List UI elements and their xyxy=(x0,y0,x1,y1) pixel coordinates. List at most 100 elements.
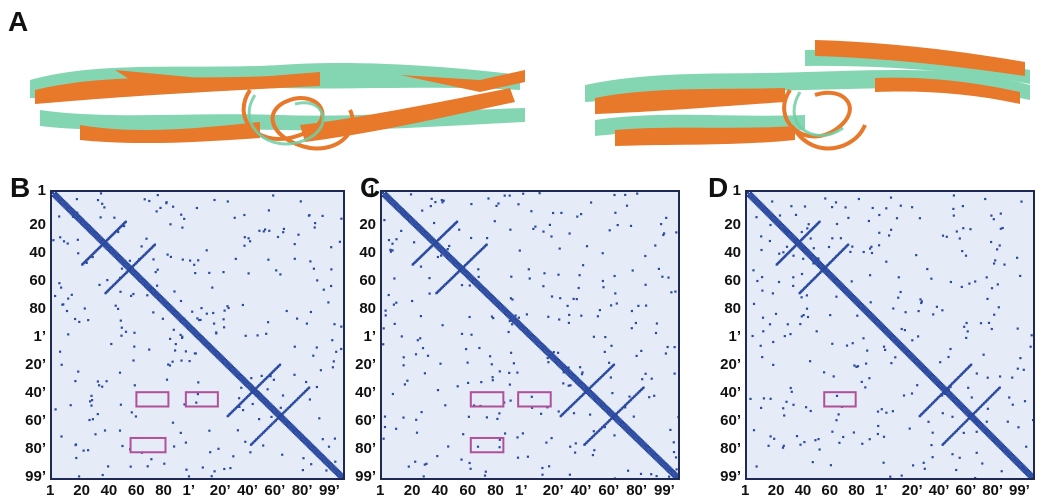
diagonal-contact xyxy=(202,339,205,342)
strand-contact xyxy=(819,271,822,274)
diagonal-contact xyxy=(668,465,671,468)
diagonal-contact xyxy=(768,210,771,213)
contact-point xyxy=(101,385,104,388)
diagonal-contact xyxy=(112,248,115,251)
contact-point xyxy=(383,415,387,418)
diagonal-contact xyxy=(997,439,1000,442)
diagonal-contact xyxy=(403,212,406,215)
diagonal-contact xyxy=(836,284,839,287)
strand-contact xyxy=(278,415,281,418)
contact-point xyxy=(243,236,246,239)
strand-contact xyxy=(447,228,450,231)
contact-point xyxy=(760,235,763,238)
diagonal-contact xyxy=(287,426,290,429)
diagonal-contact xyxy=(297,430,300,433)
diagonal-contact xyxy=(311,447,314,450)
diagonal-contact xyxy=(306,445,310,448)
diagonal-contact xyxy=(576,382,579,385)
contact-point xyxy=(805,294,808,297)
contact-point xyxy=(672,441,675,444)
diagonal-contact xyxy=(820,268,823,271)
diagonal-contact xyxy=(976,424,980,428)
y-tick-label: 60 xyxy=(724,272,741,289)
diagonal-contact xyxy=(436,244,439,247)
diagonal-contact xyxy=(895,343,898,346)
strand-contact xyxy=(85,259,88,262)
strand-contact xyxy=(580,394,584,397)
contact-point xyxy=(498,370,501,373)
diagonal-contact xyxy=(239,379,242,382)
diagonal-contact xyxy=(796,241,799,244)
diagonal-contact xyxy=(782,230,785,233)
contact-point xyxy=(67,297,70,300)
diagonal-contact xyxy=(553,360,556,364)
diagonal-contact xyxy=(952,397,956,401)
diagonal-contact xyxy=(653,451,656,454)
diagonal-contact xyxy=(940,385,943,388)
diagonal-contact xyxy=(979,421,983,425)
contact-point xyxy=(470,203,473,206)
diagonal-contact xyxy=(256,396,260,399)
contact-point xyxy=(628,395,631,398)
strand-contact xyxy=(622,405,625,409)
diagonal-contact xyxy=(469,276,472,279)
strand-contact xyxy=(975,409,978,412)
contact-point xyxy=(800,315,803,318)
contact-point xyxy=(774,312,778,315)
diagonal-contact xyxy=(392,202,395,205)
diagonal-contact xyxy=(150,292,154,295)
contact-point xyxy=(496,417,499,420)
diagonal-contact xyxy=(811,256,814,259)
diagonal-contact xyxy=(630,428,633,431)
diagonal-contact xyxy=(56,193,59,196)
diagonal-contact xyxy=(579,383,582,386)
diagonal-contact xyxy=(578,384,581,388)
diagonal-contact xyxy=(83,225,86,229)
diagonal-contact xyxy=(803,248,806,251)
contact-point xyxy=(442,199,445,202)
diagonal-contact xyxy=(88,227,91,230)
diagonal-contact xyxy=(849,291,852,294)
contact-point xyxy=(511,298,514,301)
diagonal-contact xyxy=(878,320,881,323)
contact-point xyxy=(391,249,394,252)
contact-point xyxy=(949,386,952,389)
diagonal-contact xyxy=(190,324,193,327)
contact-point xyxy=(470,333,473,336)
diagonal-contact xyxy=(528,333,531,337)
diagonal-contact xyxy=(663,460,666,463)
diagonal-contact xyxy=(623,421,626,425)
strand-contact xyxy=(104,240,107,243)
diagonal-contact xyxy=(654,458,657,461)
diagonal-contact xyxy=(464,275,468,278)
diagonal-contact xyxy=(520,325,523,328)
contact-point xyxy=(540,412,543,415)
diagonal-contact xyxy=(171,312,175,315)
contact-point xyxy=(541,466,544,470)
diagonal-contact xyxy=(430,235,433,238)
strand-contact xyxy=(433,242,436,245)
diagonal-contact xyxy=(623,425,626,428)
contact-point xyxy=(975,372,978,375)
diagonal-contact xyxy=(950,398,953,401)
contact-point xyxy=(74,380,77,383)
diagonal-contact xyxy=(184,319,187,322)
contact-point xyxy=(792,403,795,406)
diagonal-contact xyxy=(247,387,250,390)
diagonal-contact xyxy=(934,382,937,385)
diagonal-contact xyxy=(199,337,202,340)
contact-point xyxy=(990,327,993,331)
contact-point xyxy=(340,347,343,351)
diagonal-contact xyxy=(771,219,774,222)
diagonal-contact xyxy=(232,369,235,372)
diagonal-contact xyxy=(316,449,320,452)
diagonal-contact xyxy=(308,446,311,449)
diagonal-contact xyxy=(972,420,975,423)
contact-point xyxy=(939,361,942,364)
diagonal-contact xyxy=(579,386,582,389)
diagonal-contact xyxy=(820,262,824,266)
contact-point xyxy=(662,233,665,237)
contact-point xyxy=(952,214,955,217)
diagonal-contact xyxy=(763,208,766,211)
strand-contact xyxy=(802,236,805,239)
